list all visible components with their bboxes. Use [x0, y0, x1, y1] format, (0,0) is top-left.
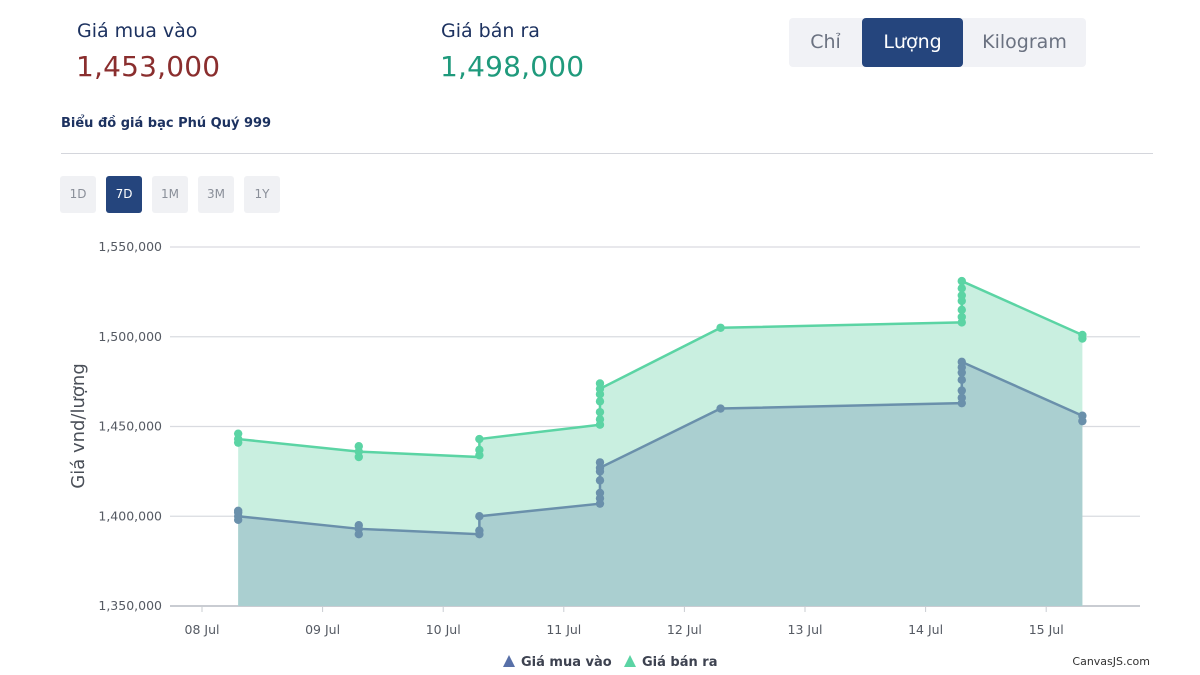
sell-marker	[233, 429, 243, 438]
buy-marker	[595, 488, 605, 498]
area-layer	[238, 279, 1083, 606]
buy-marker	[716, 404, 725, 413]
sell-price-value: 1,498,000	[440, 50, 585, 83]
range-selector: 1D 7D 1M 3M 1Y	[60, 176, 280, 213]
x-tick-label: 11 Jul	[546, 622, 581, 637]
legend-sell-triangle-icon	[624, 655, 636, 667]
sell-marker	[957, 284, 966, 293]
sell-marker	[957, 305, 966, 315]
buy-marker	[233, 506, 243, 516]
sell-marker	[354, 442, 363, 451]
buy-marker	[957, 357, 966, 367]
buy-marker	[475, 512, 484, 521]
range-button-3m[interactable]: 3M	[198, 176, 234, 213]
sell-marker	[475, 445, 484, 455]
unit-option-kilogram[interactable]: Kilogram	[982, 31, 1067, 53]
legend-buy-label[interactable]: Giá mua vào	[521, 655, 612, 670]
buy-marker	[475, 526, 484, 535]
range-button-1m[interactable]: 1M	[152, 176, 188, 213]
x-tick-label: 09 Jul	[305, 622, 340, 637]
buy-marker	[595, 458, 605, 467]
canvasjs-credit[interactable]: CanvasJS.com	[1072, 655, 1150, 668]
sell-marker	[957, 291, 966, 300]
sell-marker	[475, 434, 484, 444]
legend: Giá mua vào Giá bán ra	[503, 655, 717, 670]
buy-marker	[957, 386, 966, 395]
sell-price-block: Giá bán ra 1,498,000	[440, 20, 584, 83]
sell-marker	[595, 397, 605, 406]
buy-area	[238, 361, 1083, 606]
y-tick-label: 1,400,000	[98, 508, 162, 523]
unit-toggle: Chỉ Lượng Kilogram	[789, 18, 1086, 67]
sell-marker	[957, 312, 966, 322]
range-button-1y[interactable]: 1Y	[244, 176, 280, 213]
chart-heading: Biểu đồ giá bạc Phú Quý 999	[61, 116, 272, 131]
buy-price-value: 1,453,000	[76, 50, 221, 83]
sell-marker	[957, 276, 966, 286]
sell-marker	[1078, 330, 1087, 340]
buy-price-label: Giá mua vào	[77, 20, 198, 42]
buy-marker	[1078, 411, 1087, 420]
y-tick-label: 1,350,000	[98, 598, 162, 613]
legend-buy-triangle-icon	[503, 655, 515, 667]
x-tick-label: 13 Jul	[788, 622, 823, 637]
buy-price-block: Giá mua vào 1,453,000	[76, 20, 220, 83]
y-tick-label: 1,550,000	[98, 239, 162, 254]
y-tick-label: 1,450,000	[98, 419, 162, 434]
sell-marker	[595, 407, 605, 417]
range-button-1d[interactable]: 1D	[60, 176, 96, 213]
buy-marker	[595, 476, 605, 485]
range-button-7d[interactable]: 7D	[106, 176, 142, 213]
buy-marker	[957, 375, 966, 385]
divider	[61, 153, 1153, 154]
y-axis-title: Giá vnd/lượng	[68, 363, 89, 489]
unit-option-luong[interactable]: Lượng	[862, 18, 963, 67]
sell-price-label: Giá bán ra	[441, 20, 540, 42]
legend-sell-label[interactable]: Giá bán ra	[642, 655, 717, 670]
sell-marker	[716, 323, 725, 332]
x-tick-label: 14 Jul	[908, 622, 943, 637]
sell-marker	[595, 379, 605, 388]
x-tick-label: 08 Jul	[185, 622, 220, 637]
buy-marker	[354, 521, 363, 530]
x-tick-label: 15 Jul	[1029, 622, 1064, 637]
unit-option-chi[interactable]: Chỉ	[810, 31, 841, 53]
x-tick-label: 10 Jul	[426, 622, 461, 637]
buy-marker	[957, 393, 966, 402]
x-tick-label: 12 Jul	[667, 622, 702, 637]
marker-layer	[233, 276, 1087, 539]
sell-marker	[595, 415, 605, 424]
y-tick-label: 1,500,000	[98, 329, 162, 344]
axis-layer: 1,350,000 1,400,000 1,450,000 1,500,000 1,55…	[98, 239, 1063, 637]
